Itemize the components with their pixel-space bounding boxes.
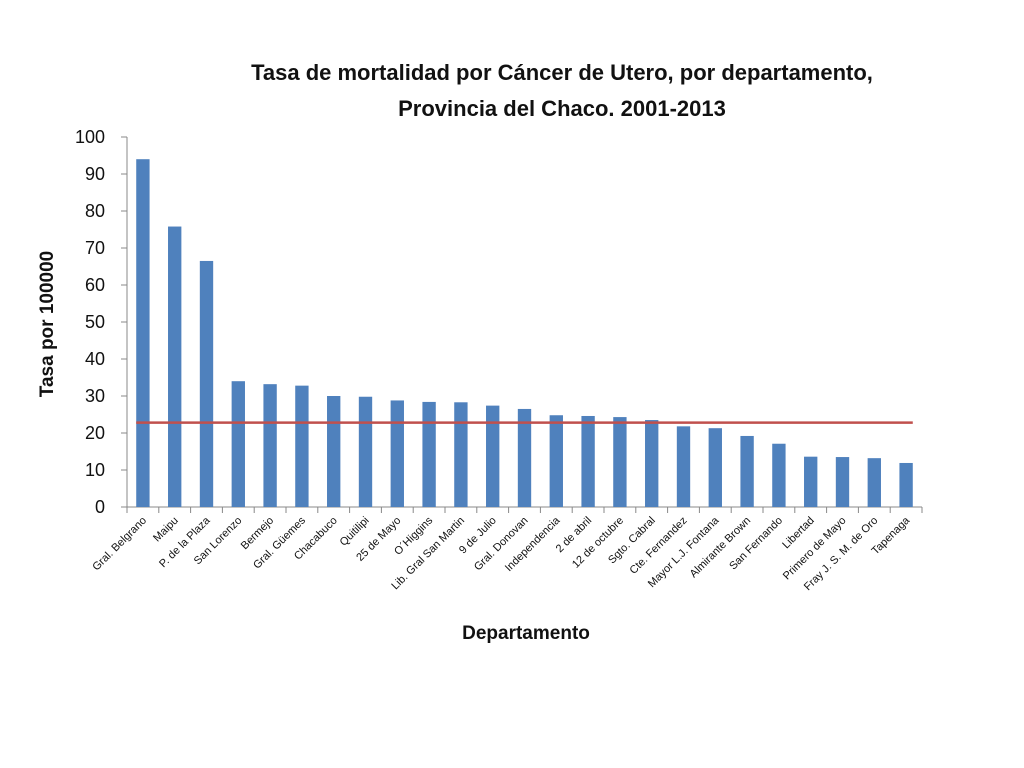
bar-19 — [708, 428, 722, 507]
x-tick-label: Independencia — [503, 514, 563, 574]
bar-2 — [168, 226, 182, 508]
y-tick-label: 100 — [75, 127, 105, 147]
y-tick-label: 20 — [85, 423, 105, 443]
bar-14 — [549, 415, 563, 507]
bar-5 — [263, 384, 277, 507]
bar-17 — [645, 420, 659, 507]
chart-title-line-1: Tasa de mortalidad por Cáncer de Utero, … — [251, 60, 873, 85]
bar-21 — [772, 443, 786, 507]
y-tick-label: 30 — [85, 386, 105, 406]
y-tick-label: 10 — [85, 460, 105, 480]
y-tick-label: 0 — [95, 497, 105, 517]
bar-12 — [486, 405, 500, 507]
bar-3 — [199, 260, 214, 507]
x-tick-label: Gral. Belgrano — [90, 515, 149, 574]
bar-1 — [136, 159, 150, 507]
bar-6 — [295, 385, 309, 507]
y-axis-title: Tasa por 100000 — [37, 251, 58, 397]
x-tick-label: Cte. Fernandez — [628, 515, 690, 577]
y-tick-label: 70 — [85, 238, 105, 258]
bar-18 — [676, 426, 691, 507]
bar-13 — [517, 408, 532, 507]
x-tick-label: Maipu — [151, 515, 181, 545]
x-axis-title: Departamento — [462, 623, 590, 644]
bar-15 — [581, 415, 595, 507]
y-tick-label: 80 — [85, 201, 105, 221]
plot-area: 0 10 20 30 40 50 60 70 80 90 100 Gral. Belgrano Maip… — [75, 127, 923, 593]
bar-4 — [231, 381, 245, 507]
chart-title-line-2: Provincia del Chaco. 2001-2013 — [398, 96, 726, 121]
y-tick-label: 90 — [85, 164, 105, 184]
bar-10 — [422, 401, 436, 507]
bar-24 — [867, 458, 881, 507]
bar-7 — [327, 396, 341, 507]
bar-9 — [390, 400, 404, 507]
bar-22 — [804, 456, 818, 507]
y-tick-label: 50 — [85, 312, 105, 332]
bar-16 — [613, 417, 627, 507]
bar-20 — [740, 435, 754, 507]
bar-25 — [899, 462, 913, 507]
y-tick-label: 40 — [85, 349, 105, 369]
bar-11 — [454, 402, 468, 507]
bar-23 — [835, 457, 850, 507]
bar-8 — [358, 396, 373, 507]
y-tick-label: 60 — [85, 275, 105, 295]
